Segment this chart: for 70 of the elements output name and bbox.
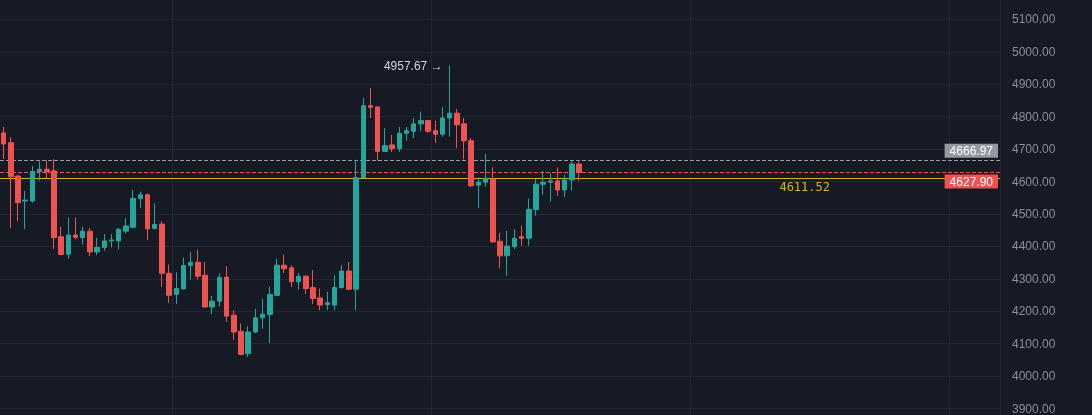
candlestick — [174, 271, 179, 305]
candlestick — [562, 174, 567, 198]
candlestick — [296, 272, 301, 291]
candlestick — [382, 127, 388, 152]
candlestick — [339, 264, 344, 290]
candlestick — [224, 265, 229, 323]
candlestick — [397, 126, 402, 153]
candlestick — [289, 264, 294, 288]
ref-line-label: 4666.97 — [949, 143, 994, 158]
candlestick — [353, 159, 359, 311]
candlestick — [375, 105, 380, 161]
candlestick — [569, 160, 575, 192]
candlestick — [37, 160, 42, 182]
candlestick — [109, 233, 114, 248]
candlestick — [209, 295, 215, 315]
candlestick — [253, 308, 258, 334]
annotation: 4957.67 → — [383, 58, 443, 73]
y-tick-label: 3900.00 — [1012, 401, 1056, 415]
candlestick — [411, 117, 416, 139]
candlestick — [66, 217, 71, 260]
candlestick — [483, 153, 488, 188]
candlestick — [325, 291, 330, 311]
candlestick — [361, 97, 366, 179]
candlestick — [80, 226, 85, 245]
candlestick — [281, 254, 287, 274]
candlestick — [116, 227, 121, 250]
candlestick — [368, 87, 373, 119]
candlestick — [519, 225, 524, 247]
candlestick — [425, 119, 431, 134]
y-tick-label: 4800.00 — [1012, 109, 1056, 124]
candlestick — [346, 261, 352, 291]
candlestick — [512, 228, 517, 250]
candlestick — [476, 176, 481, 209]
candlestick — [152, 202, 157, 230]
candlestick — [447, 65, 452, 137]
candlestick — [138, 191, 143, 209]
candlestick — [418, 111, 424, 132]
candlestick — [245, 325, 251, 358]
candlestick — [102, 233, 107, 252]
y-tick-label: 5000.00 — [1012, 44, 1056, 59]
y-tick-label: 5100.00 — [1012, 12, 1056, 27]
y-tick-label: 4000.00 — [1012, 369, 1056, 384]
candlestick — [217, 272, 222, 307]
candlestick — [73, 217, 78, 240]
candlestick — [188, 251, 193, 280]
candlestick — [332, 274, 337, 311]
candlestick — [87, 227, 93, 257]
candlestick — [145, 192, 150, 241]
y-tick-label: 4500.00 — [1012, 206, 1056, 221]
y-tick-label: 4200.00 — [1012, 304, 1056, 319]
candlestick — [433, 120, 438, 144]
candlestick — [389, 134, 395, 153]
candlestick — [22, 190, 28, 230]
candlestick — [440, 106, 445, 137]
y-tick-label: 4700.00 — [1012, 142, 1056, 157]
y-tick-label: 4600.00 — [1012, 174, 1056, 189]
candlestick — [404, 126, 409, 142]
ref-line-label: 4611.52 — [779, 179, 830, 194]
candlestick — [548, 172, 553, 203]
y-tick-label: 4300.00 — [1012, 271, 1056, 286]
y-tick-label: 4100.00 — [1012, 336, 1056, 351]
candlestick — [94, 237, 100, 256]
candlestick — [30, 165, 35, 204]
candlestick — [260, 298, 265, 330]
candlestick — [1, 126, 6, 160]
ref-line-label: 4627.90 — [949, 174, 994, 189]
candlestick — [181, 256, 186, 291]
candlestick — [504, 230, 510, 277]
y-tick-label: 4400.00 — [1012, 239, 1056, 254]
y-tick-label: 4900.00 — [1012, 77, 1056, 92]
